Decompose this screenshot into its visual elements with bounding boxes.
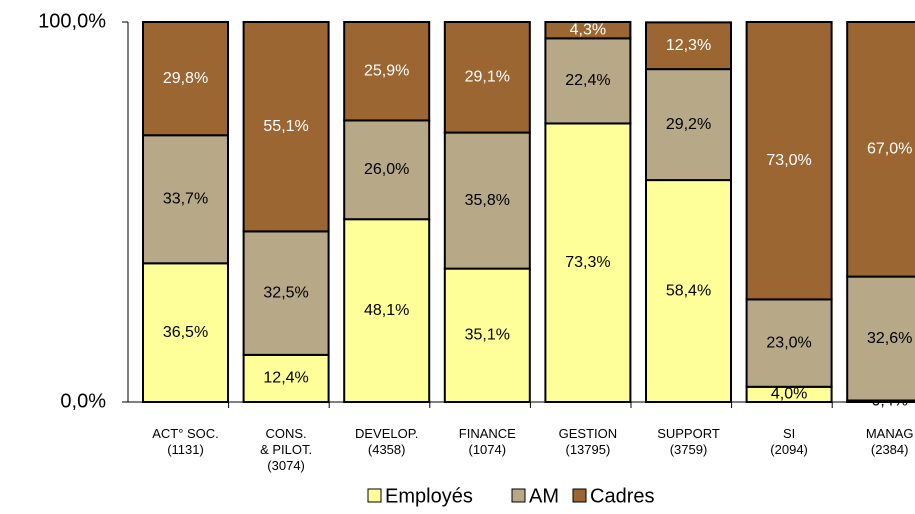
x-tick-label: FINANCE (1074) bbox=[458, 426, 516, 457]
data-label: 29,1% bbox=[465, 69, 510, 86]
bar-segment bbox=[443, 131, 531, 270]
data-label: 26,0% bbox=[364, 161, 409, 178]
x-tick-label: DEVELOP. (4358) bbox=[355, 426, 419, 457]
bar-segment bbox=[142, 21, 229, 137]
data-label: 35,8% bbox=[465, 192, 510, 209]
data-label: 55,1% bbox=[263, 118, 308, 135]
legend-swatch bbox=[367, 488, 382, 503]
bar-segment bbox=[142, 134, 229, 265]
data-label: 73,0% bbox=[766, 152, 811, 169]
data-label: 73,3% bbox=[565, 254, 610, 271]
bar-segment bbox=[343, 21, 431, 122]
data-label: 12,3% bbox=[666, 37, 711, 54]
x-tick-label: SI (2094) bbox=[770, 426, 808, 457]
y-tick-label: 100,0% bbox=[38, 10, 106, 32]
data-label: 4,3% bbox=[570, 21, 606, 38]
data-label: 33,7% bbox=[163, 190, 208, 207]
bar-segment bbox=[846, 275, 915, 402]
bar-segment bbox=[242, 353, 330, 404]
data-label: 36,5% bbox=[163, 324, 208, 341]
data-label: 67,0% bbox=[867, 141, 912, 158]
bar-segment bbox=[443, 267, 531, 403]
legend-swatch bbox=[511, 488, 526, 503]
bar-segment bbox=[242, 230, 330, 356]
legend-label: Employés bbox=[385, 485, 473, 507]
data-label: 12,4% bbox=[263, 370, 308, 387]
x-tick-label: SUPPORT (3759) bbox=[657, 426, 720, 457]
bar-segment bbox=[745, 298, 833, 388]
data-label: 29,2% bbox=[666, 116, 711, 133]
x-tick-label: CONS. & PILOT. (3074) bbox=[260, 426, 313, 473]
bar-segment bbox=[443, 21, 531, 134]
data-label: 23,0% bbox=[766, 334, 811, 351]
bar-segment bbox=[544, 122, 632, 404]
data-label: 48,1% bbox=[364, 302, 409, 319]
bar-segment bbox=[343, 218, 431, 403]
bar-segment bbox=[242, 21, 330, 233]
data-label: 22,4% bbox=[565, 72, 610, 89]
data-label: 25,9% bbox=[364, 62, 409, 79]
bar-segment bbox=[745, 21, 833, 301]
data-label: 32,6% bbox=[867, 330, 912, 347]
bar-segment bbox=[544, 37, 632, 125]
bar-segment bbox=[142, 262, 229, 403]
data-label: 4,0% bbox=[771, 386, 807, 403]
x-tick-label: GESTION (13795) bbox=[558, 426, 618, 457]
legend-label: Cadres bbox=[590, 485, 654, 507]
x-tick-label: MANAG (2384) bbox=[865, 426, 914, 457]
data-label: 29,8% bbox=[163, 70, 208, 87]
bar-segment bbox=[645, 68, 732, 182]
legend-label: AM bbox=[529, 485, 559, 507]
data-label: 58,4% bbox=[666, 282, 711, 299]
bar-segment bbox=[544, 21, 632, 40]
y-tick-label: 0,0% bbox=[60, 390, 106, 412]
bar-segment bbox=[645, 179, 732, 403]
bar-segment bbox=[645, 21, 732, 71]
x-tick-label: ACT° SOC. (1131) bbox=[152, 426, 219, 457]
legend-swatch bbox=[572, 488, 587, 503]
data-label: 35,1% bbox=[465, 327, 510, 344]
data-label: 32,5% bbox=[263, 284, 308, 301]
bar-segment bbox=[846, 21, 915, 278]
